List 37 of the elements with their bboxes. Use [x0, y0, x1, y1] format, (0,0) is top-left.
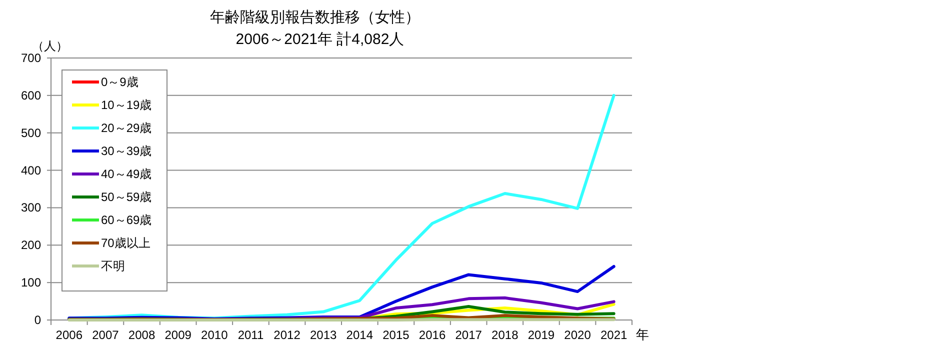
- y-tick-label: 500: [20, 126, 42, 140]
- x-axis-title: 年: [636, 327, 649, 342]
- legend-label: 20～29歳: [101, 121, 152, 135]
- legend-label: 70歳以上: [101, 236, 150, 250]
- legend-label: 不明: [101, 259, 125, 273]
- x-tick-label: 2012: [274, 328, 301, 342]
- y-tick-label: 200: [20, 238, 42, 252]
- x-tick-label: 2013: [310, 328, 338, 342]
- x-tick-label: 2015: [382, 328, 410, 342]
- x-tick-label: 2016: [418, 328, 446, 342]
- legend-label: 40～49歳: [101, 167, 152, 181]
- y-tick-label: 700: [20, 51, 42, 65]
- y-tick-label: 400: [20, 163, 42, 178]
- y-tick-label: 0: [34, 313, 42, 327]
- x-tick-label: 2020: [564, 328, 592, 342]
- legend-label: 30～39歳: [101, 144, 152, 158]
- x-tick-label: 2007: [92, 328, 120, 342]
- y-tick-label: 100: [20, 276, 42, 290]
- y-tick-label: 600: [20, 88, 42, 102]
- x-tick-label: 2009: [164, 328, 192, 342]
- legend-label: 0～9歳: [101, 75, 138, 89]
- legend-label: 50～59歳: [101, 190, 152, 204]
- x-tick-label: 2021: [600, 328, 628, 342]
- legend-label: 60～69歳: [101, 213, 152, 227]
- x-tick-label: 2008: [128, 328, 156, 342]
- chart-title: 年齢階級別報告数推移（女性）: [210, 9, 420, 26]
- x-tick-label: 2010: [201, 328, 228, 342]
- x-tick-label: 2006: [56, 328, 83, 342]
- x-tick-label: 2017: [455, 328, 482, 342]
- chart-subtitle: 2006～2021年 計4,082人: [236, 31, 404, 48]
- x-tick-label: 2019: [528, 328, 555, 342]
- x-tick-label: 2018: [492, 328, 519, 342]
- x-tick-label: 2014: [346, 328, 374, 342]
- legend-label: 10～19歳: [101, 98, 152, 112]
- y-axis-title: （人）: [32, 39, 68, 53]
- y-tick-label: 300: [20, 200, 42, 215]
- x-tick-label: 2011: [238, 328, 264, 342]
